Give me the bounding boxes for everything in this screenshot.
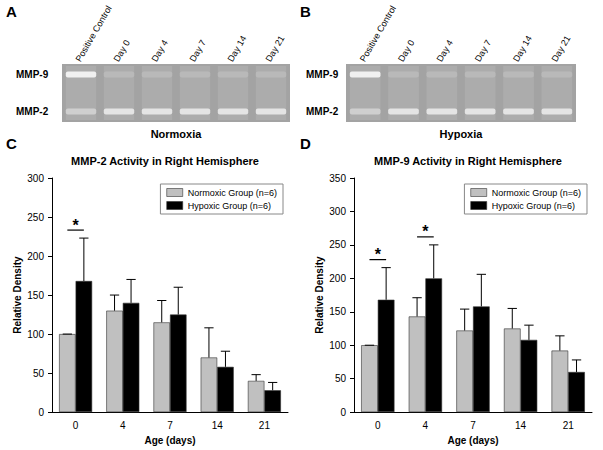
svg-text:Relative Density: Relative Density <box>12 256 23 334</box>
svg-text:Relative Density: Relative Density <box>314 256 325 334</box>
svg-text:D: D <box>300 135 311 152</box>
svg-text:Day 4: Day 4 <box>435 38 455 63</box>
svg-text:200: 200 <box>329 273 346 284</box>
svg-text:Hypoxic Group (n=6): Hypoxic Group (n=6) <box>492 201 575 211</box>
svg-text:Day 0: Day 0 <box>396 38 416 63</box>
svg-text:*: * <box>375 246 382 263</box>
svg-text:300: 300 <box>329 206 346 217</box>
svg-text:MMP-9: MMP-9 <box>306 69 339 80</box>
svg-text:Positive Control: Positive Control <box>74 4 114 63</box>
svg-text:Normoxic Group (n=6): Normoxic Group (n=6) <box>492 188 581 198</box>
svg-text:Day 14: Day 14 <box>226 34 249 64</box>
svg-text:350: 350 <box>329 173 346 184</box>
svg-text:250: 250 <box>27 212 44 223</box>
svg-text:Normoxic Group (n=6): Normoxic Group (n=6) <box>188 188 277 198</box>
svg-text:Age (days): Age (days) <box>447 435 498 446</box>
svg-text:0: 0 <box>375 420 381 431</box>
svg-text:Day 7: Day 7 <box>473 38 493 63</box>
svg-text:Day 21: Day 21 <box>550 34 573 64</box>
svg-text:*: * <box>422 223 429 240</box>
svg-text:250: 250 <box>329 239 346 250</box>
svg-text:B: B <box>300 3 311 20</box>
svg-text:150: 150 <box>329 306 346 317</box>
svg-text:50: 50 <box>33 368 45 379</box>
svg-text:14: 14 <box>515 420 527 431</box>
svg-text:Hypoxic Group (n=6): Hypoxic Group (n=6) <box>188 201 271 211</box>
svg-text:100: 100 <box>27 329 44 340</box>
svg-text:21: 21 <box>259 420 271 431</box>
svg-text:Day 21: Day 21 <box>264 34 287 64</box>
svg-text:4: 4 <box>120 420 126 431</box>
svg-text:C: C <box>6 135 17 152</box>
svg-text:Day 4: Day 4 <box>150 38 170 63</box>
svg-text:Day 0: Day 0 <box>112 38 132 63</box>
svg-text:0: 0 <box>73 420 79 431</box>
svg-text:14: 14 <box>212 420 224 431</box>
svg-text:Day 14: Day 14 <box>511 34 534 64</box>
svg-text:7: 7 <box>470 420 476 431</box>
svg-text:A: A <box>6 3 17 20</box>
svg-text:100: 100 <box>329 340 346 351</box>
svg-text:150: 150 <box>27 290 44 301</box>
svg-text:Hypoxia: Hypoxia <box>440 128 484 140</box>
svg-text:Positive Control: Positive Control <box>358 4 398 63</box>
svg-text:MMP-9: MMP-9 <box>16 69 49 80</box>
svg-text:*: * <box>72 217 79 234</box>
svg-text:Day 7: Day 7 <box>188 38 208 63</box>
svg-text:MMP-2: MMP-2 <box>16 106 49 117</box>
svg-text:21: 21 <box>563 420 575 431</box>
svg-text:Normoxia: Normoxia <box>151 128 203 140</box>
svg-text:MMP-9 Activity in Right Hemisp: MMP-9 Activity in Right Hemisphere <box>374 155 562 167</box>
svg-text:4: 4 <box>423 420 429 431</box>
svg-text:200: 200 <box>27 251 44 262</box>
svg-text:7: 7 <box>167 420 173 431</box>
svg-text:Age (days): Age (days) <box>144 435 195 446</box>
svg-text:50: 50 <box>335 373 347 384</box>
svg-text:MMP-2: MMP-2 <box>306 106 339 117</box>
svg-text:0: 0 <box>340 407 346 418</box>
svg-text:MMP-2 Activity in Right Hemisp: MMP-2 Activity in Right Hemisphere <box>71 155 259 167</box>
svg-text:0: 0 <box>38 407 44 418</box>
svg-text:300: 300 <box>27 173 44 184</box>
